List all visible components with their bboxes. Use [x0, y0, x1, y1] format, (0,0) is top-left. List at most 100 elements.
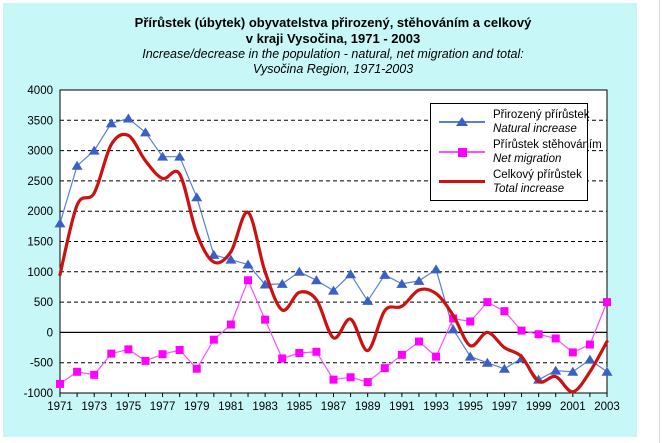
chart-title-line1: Přírůstek (úbytek) obyvatelstva přirozen… [134, 15, 532, 30]
total-legend-sample [435, 167, 491, 197]
natural-marker [276, 278, 288, 288]
migration-legend-label-cs: Přírůstek stěhováním [493, 139, 602, 151]
migration-legend-sample [435, 137, 491, 167]
x-axis-label: 1981 [218, 401, 244, 413]
migration-marker [295, 349, 304, 358]
migration-marker [534, 330, 543, 339]
natural-marker [310, 275, 322, 285]
migration-marker [192, 364, 201, 373]
plot-area: -1000 -500 0 500 1000 1500 2000 2500 3000 3500 400… [24, 85, 620, 413]
migration-marker [244, 276, 253, 285]
migration-marker [466, 317, 475, 326]
natural-marker [122, 113, 134, 123]
x-axis-label: 1991 [389, 401, 415, 413]
migration-marker [380, 364, 389, 373]
migration-marker [346, 373, 355, 382]
x-axis-label: 1971 [47, 401, 73, 413]
migration-legend-label-en: Net migration [493, 153, 562, 165]
migration-marker [278, 354, 287, 363]
migration-marker [158, 350, 167, 359]
x-axis-label: 1993 [423, 401, 449, 413]
total-legend-label-en: Total increase [493, 183, 565, 195]
legend-item-natural: Přirozený přírůstek Natural increase [435, 107, 590, 137]
migration-marker [500, 307, 509, 316]
x-axis-label: 1989 [355, 401, 381, 413]
migration-marker [226, 320, 235, 329]
x-axis-label: 2001 [560, 401, 586, 413]
natural-marker [430, 264, 442, 274]
migration-legend-labels: Přírůstek stěhováním Net migration [491, 138, 602, 166]
natural-marker [396, 278, 408, 288]
y-axis-label: 0 [47, 327, 53, 339]
total-legend-label-cs: Celkový přírůstek [493, 169, 582, 181]
total-legend-labels: Celkový přírůstek Total increase [491, 168, 582, 196]
natural-marker [242, 259, 254, 269]
total-legend-line [439, 180, 485, 183]
natural-marker [208, 249, 220, 259]
migration-marker [312, 347, 321, 356]
y-axis-label: 1000 [27, 267, 53, 279]
y-axis-label: -1000 [24, 388, 53, 400]
natural-marker [550, 365, 562, 375]
natural-marker [464, 351, 476, 361]
y-axis-label: -500 [30, 358, 53, 370]
migration-marker [209, 335, 218, 344]
migration-marker [397, 350, 406, 359]
chart-title-line2: v kraji Vysočina, 1971 - 2003 [245, 31, 421, 46]
migration-marker [363, 378, 372, 387]
natural-marker [447, 324, 459, 334]
migration-marker [56, 379, 64, 388]
x-axis-label: 1997 [492, 401, 518, 413]
migration-marker [73, 367, 82, 376]
natural-marker [379, 269, 391, 279]
chart-legend: Přirozený přírůstek Natural increase Přírů… [430, 103, 602, 201]
y-axis-label: 3500 [27, 115, 53, 127]
y-axis-label: 4000 [27, 85, 53, 97]
window-edge-line [659, 0, 660, 443]
natural-marker [601, 366, 613, 376]
x-axis-label: 1979 [184, 401, 210, 413]
y-axis-label: 1500 [27, 237, 53, 249]
natural-legend-sample [435, 107, 491, 137]
migration-marker [124, 345, 133, 354]
natural-marker [328, 285, 339, 295]
square-marker-icon [458, 148, 467, 157]
legend-item-total: Celkový přírůstek Total increase [435, 167, 587, 197]
natural-marker [191, 192, 203, 202]
x-axis-label: 1977 [150, 401, 176, 413]
y-axis-label: 2500 [27, 176, 53, 188]
chart-subtitle-line1: Increase/decrease in the population - na… [142, 47, 524, 61]
natural-marker [105, 118, 117, 128]
y-axis-label: 500 [34, 297, 53, 309]
migration-marker [329, 375, 338, 384]
natural-marker [54, 218, 66, 228]
natural-marker [362, 295, 374, 305]
chart-title-block: Přírůstek (úbytek) obyvatelstva přirozen… [23, 15, 643, 77]
x-axis-label: 2003 [594, 401, 620, 413]
natural-marker [225, 254, 237, 264]
natural-marker [293, 266, 305, 276]
migration-marker [90, 370, 99, 379]
natural-marker [139, 127, 151, 137]
x-axis-label: 1973 [81, 401, 107, 413]
y-axis-label: 3000 [27, 146, 53, 158]
triangle-marker-icon [456, 117, 468, 126]
natural-marker [88, 145, 100, 155]
x-axis-label: 1983 [252, 401, 278, 413]
natural-marker [259, 279, 271, 289]
natural-marker [157, 151, 169, 161]
natural-marker [584, 354, 596, 364]
x-axis-label: 1987 [321, 401, 347, 413]
migration-marker [551, 334, 560, 343]
migration-marker [517, 326, 526, 335]
x-axis-label: 1985 [287, 401, 313, 413]
migration-marker [141, 356, 150, 365]
natural-marker [498, 363, 510, 373]
migration-marker [568, 348, 577, 357]
natural-marker [413, 275, 425, 285]
natural-marker [567, 366, 579, 376]
x-axis-label: 1999 [526, 401, 552, 413]
x-axis-label: 1975 [116, 401, 142, 413]
natural-marker [174, 151, 186, 161]
total-series-line [58, 132, 609, 394]
